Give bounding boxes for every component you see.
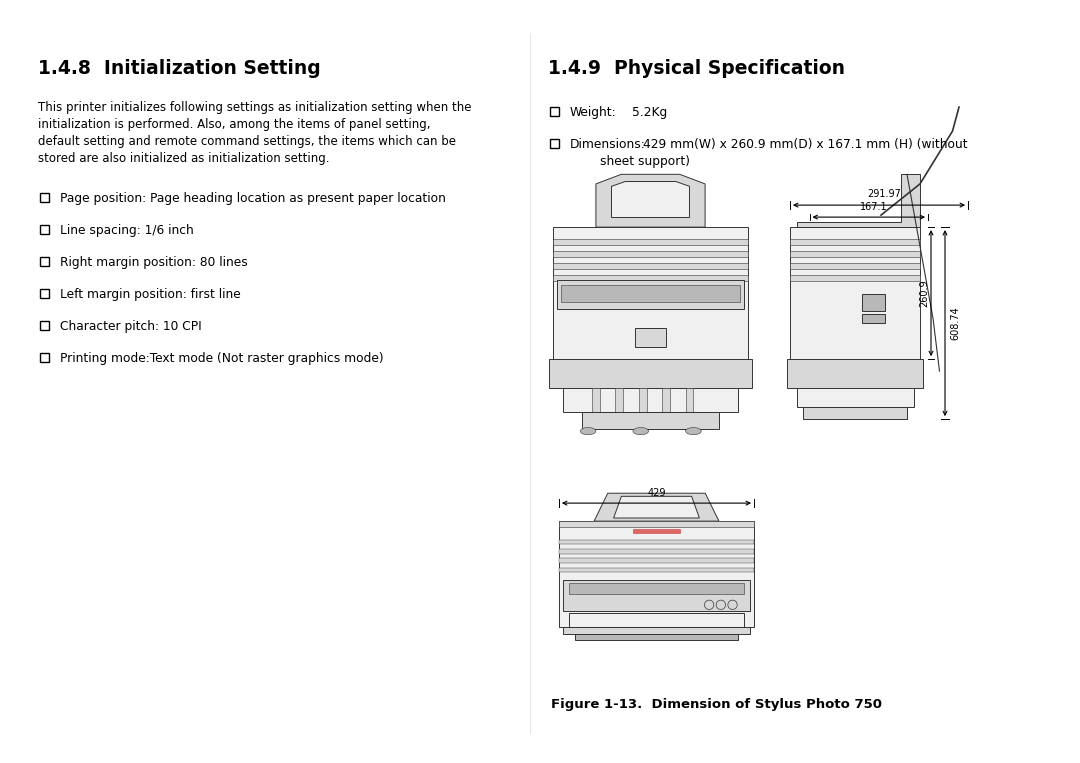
Bar (862, 314, 885, 323)
Text: initialization is performed. Also, among the items of panel setting,: initialization is performed. Also, among… (38, 118, 431, 131)
Text: 5.2Kg: 5.2Kg (632, 106, 667, 119)
Bar (553, 275, 748, 281)
Circle shape (704, 600, 714, 610)
Bar (575, 634, 739, 640)
Ellipse shape (686, 427, 701, 435)
Bar (40, 225, 49, 233)
Text: Weight:: Weight: (570, 106, 617, 119)
Polygon shape (594, 493, 719, 521)
Bar (40, 321, 49, 330)
Bar (557, 280, 744, 309)
Bar (686, 388, 693, 412)
Bar (561, 285, 740, 301)
Text: 260.9: 260.9 (919, 279, 929, 307)
Text: sheet support): sheet support) (600, 155, 690, 168)
Text: Printing mode:Text mode (Not raster graphics mode): Printing mode:Text mode (Not raster grap… (60, 352, 383, 365)
Text: 429: 429 (647, 488, 665, 498)
Text: default setting and remote command settings, the items which can be: default setting and remote command setti… (38, 135, 456, 148)
Text: Page position: Page heading location as present paper location: Page position: Page heading location as … (60, 192, 446, 205)
Bar (592, 388, 599, 412)
Bar (559, 539, 754, 544)
Polygon shape (797, 174, 920, 227)
Text: Product Description: Product Description (13, 742, 153, 755)
Bar (559, 521, 754, 626)
Bar (569, 583, 744, 594)
Text: 167.1: 167.1 (860, 202, 888, 212)
Text: 25: 25 (1050, 742, 1067, 755)
Circle shape (728, 600, 738, 610)
Polygon shape (611, 182, 689, 217)
Text: 1.4.9  Physical Specification: 1.4.9 Physical Specification (548, 59, 845, 78)
Bar (563, 580, 751, 611)
Bar (553, 251, 748, 257)
Text: This printer initializes following settings as initialization setting when the: This printer initializes following setti… (38, 101, 472, 114)
Bar (789, 275, 920, 281)
Bar (662, 388, 670, 412)
Bar (550, 139, 558, 147)
Bar (797, 388, 914, 407)
Bar (550, 107, 558, 116)
Circle shape (716, 600, 726, 610)
Bar (787, 359, 922, 388)
Polygon shape (596, 174, 705, 227)
Bar (40, 353, 49, 362)
Text: Left margin position: first line: Left margin position: first line (60, 288, 241, 301)
Bar (569, 613, 744, 626)
Text: Dimensions:: Dimensions: (570, 138, 646, 151)
Bar (582, 412, 719, 429)
Polygon shape (613, 496, 700, 518)
Bar (553, 239, 748, 245)
Bar (40, 193, 49, 201)
Bar (635, 328, 666, 347)
Bar (789, 263, 920, 269)
Text: Figure 1-13.  Dimension of Stylus Photo 750: Figure 1-13. Dimension of Stylus Photo 7… (551, 698, 882, 711)
Text: Right margin position: 80 lines: Right margin position: 80 lines (60, 256, 247, 269)
Bar (559, 568, 754, 572)
Bar (616, 388, 623, 412)
Text: 608.74: 608.74 (950, 306, 960, 340)
Bar (559, 549, 754, 554)
Text: Character pitch: 10 CPI: Character pitch: 10 CPI (60, 320, 202, 333)
Text: Line spacing: 1/6 inch: Line spacing: 1/6 inch (60, 224, 193, 237)
Bar (862, 295, 885, 311)
Bar (789, 239, 920, 245)
Bar (40, 257, 49, 266)
Ellipse shape (580, 427, 596, 435)
Bar (638, 388, 647, 412)
Ellipse shape (633, 427, 649, 435)
Text: stored are also initialized as initialization setting.: stored are also initialized as initializ… (38, 152, 329, 165)
Bar (553, 227, 748, 359)
Text: 1.4.8  Initialization Setting: 1.4.8 Initialization Setting (38, 59, 321, 78)
Bar (553, 263, 748, 269)
Bar (40, 289, 49, 298)
Bar (563, 388, 739, 412)
Bar (559, 521, 754, 527)
Bar (549, 359, 752, 388)
Bar (789, 251, 920, 257)
Text: 429 mm(W) x 260.9 mm(D) x 167.1 mm (H) (without: 429 mm(W) x 260.9 mm(D) x 167.1 mm (H) (… (643, 138, 968, 151)
Text: Function: Function (510, 742, 570, 755)
Text: EPSON Stylus Photo 750: EPSON Stylus Photo 750 (13, 10, 185, 23)
Bar (633, 529, 680, 533)
Bar (563, 626, 751, 634)
Bar (789, 227, 920, 359)
Text: Revision A: Revision A (994, 10, 1067, 23)
Bar (804, 407, 907, 419)
Bar (559, 559, 754, 563)
Text: 291.97: 291.97 (867, 189, 901, 199)
